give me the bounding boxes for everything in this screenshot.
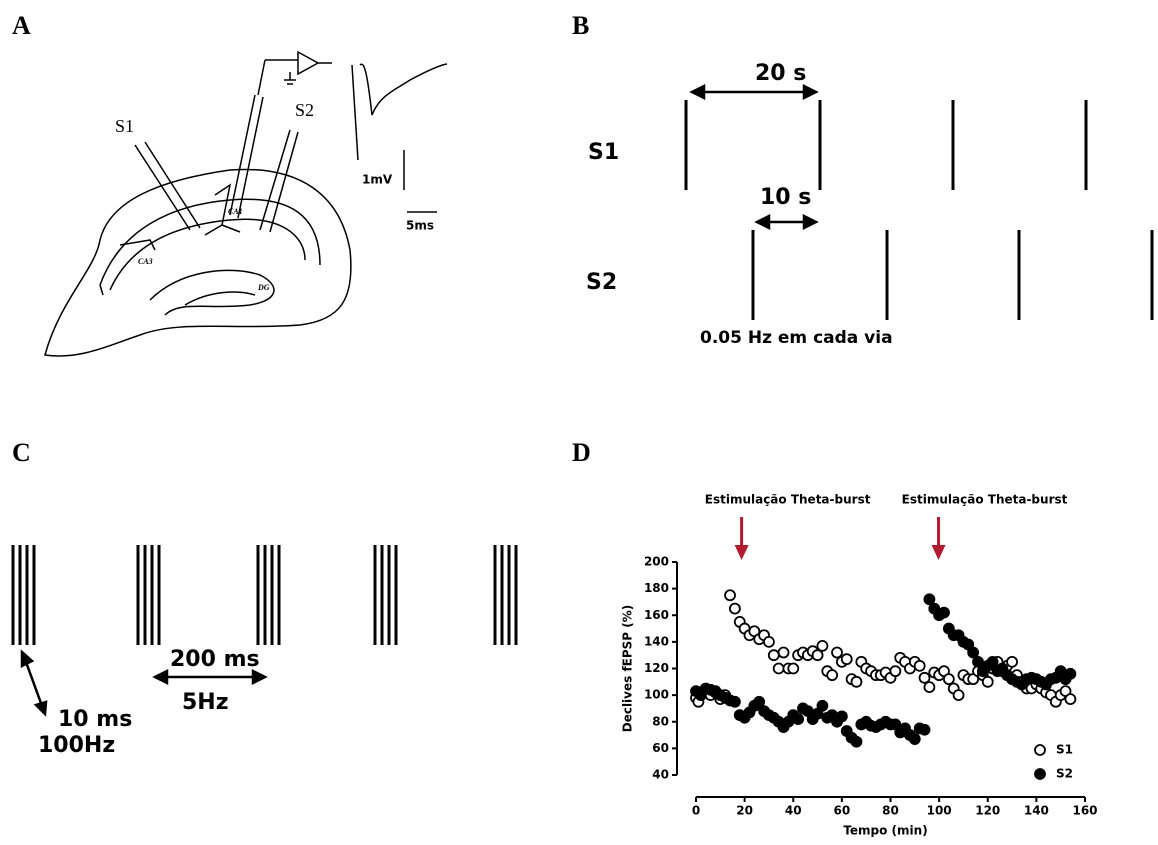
label: 5Hz xyxy=(182,690,229,715)
point xyxy=(850,675,863,688)
point xyxy=(792,713,805,725)
panel-label: B xyxy=(572,11,589,40)
point xyxy=(918,671,931,684)
point xyxy=(835,710,848,723)
point xyxy=(729,695,741,708)
point xyxy=(777,646,790,659)
x-tick-label: 140 xyxy=(1024,804,1049,818)
point xyxy=(913,659,926,672)
point xyxy=(772,662,785,675)
point xyxy=(908,733,921,745)
annotation: Estimulação Theta-burst xyxy=(705,493,871,507)
y-tick-label: 200 xyxy=(644,555,669,569)
stimulus-lines xyxy=(684,100,1154,320)
panel-label: D xyxy=(572,438,591,467)
label: S1 xyxy=(115,116,134,136)
point xyxy=(952,689,965,702)
label: 200 ms xyxy=(170,647,260,672)
legend-label: S2 xyxy=(1056,767,1073,781)
point xyxy=(763,635,775,648)
point xyxy=(729,602,741,615)
x-tick-label: 40 xyxy=(785,804,802,818)
label: 100Hz xyxy=(38,733,115,758)
x-tick-label: 60 xyxy=(834,804,851,818)
point xyxy=(923,681,936,694)
point xyxy=(787,662,800,675)
point xyxy=(1006,655,1018,668)
y-tick-label: 180 xyxy=(644,581,669,595)
point xyxy=(923,593,936,606)
y-tick-label: 160 xyxy=(644,608,669,622)
label: S2 xyxy=(295,100,314,120)
y-axis-title: Declives fEPSP (%) xyxy=(621,605,635,733)
point xyxy=(986,655,999,668)
point xyxy=(889,665,902,678)
point xyxy=(753,695,766,708)
legend-marker xyxy=(1034,768,1046,780)
label: DG xyxy=(257,283,270,292)
point xyxy=(831,646,843,659)
legend-marker xyxy=(1034,744,1046,756)
x-tick-label: 100 xyxy=(927,804,952,818)
scale-label: 1mV xyxy=(362,173,393,187)
point xyxy=(918,723,931,736)
y-tick-label: 40 xyxy=(652,768,669,782)
point xyxy=(811,649,824,662)
point xyxy=(724,589,736,602)
point xyxy=(767,649,780,662)
y-tick-label: 100 xyxy=(644,688,669,702)
y-tick-label: 120 xyxy=(644,661,669,675)
point xyxy=(816,639,829,652)
point xyxy=(942,673,955,686)
hippocampus-drawing xyxy=(44,50,448,357)
label: CA1 xyxy=(228,207,243,216)
label: CA3 xyxy=(138,257,153,266)
label: 20 s xyxy=(755,61,806,86)
scale-label: 5ms xyxy=(406,219,434,233)
legend-label: S1 xyxy=(1056,743,1073,757)
x-tick-label: 20 xyxy=(736,804,753,818)
point xyxy=(981,675,994,688)
annotation: Estimulação Theta-burst xyxy=(902,493,1068,507)
x-tick-label: 120 xyxy=(975,804,1000,818)
point xyxy=(816,699,829,712)
point xyxy=(938,606,950,619)
panel-label: A xyxy=(12,11,31,40)
arrows xyxy=(689,83,819,231)
label: S2 xyxy=(586,270,617,295)
point xyxy=(850,735,863,748)
label: 0.05 Hz em cada via xyxy=(700,328,893,348)
x-tick-label: 80 xyxy=(882,804,899,818)
point xyxy=(840,653,853,666)
point xyxy=(967,646,980,659)
x-tick-label: 160 xyxy=(1072,804,1097,818)
x-axis-title: Tempo (min) xyxy=(843,824,927,838)
panel-label: C xyxy=(12,438,31,467)
y-tick-label: 80 xyxy=(652,714,669,728)
point xyxy=(826,669,839,682)
point xyxy=(1064,667,1077,680)
point xyxy=(972,655,984,668)
y-tick-label: 140 xyxy=(644,634,669,648)
label: S1 xyxy=(588,140,619,165)
x-tick-label: 0 xyxy=(692,804,700,818)
annotation-arrowhead xyxy=(734,545,749,560)
label: 10 s xyxy=(760,185,811,210)
point xyxy=(1064,693,1077,706)
y-tick-label: 60 xyxy=(652,741,669,755)
bursts xyxy=(11,545,518,645)
annotation-arrowhead xyxy=(931,545,946,560)
label: 10 ms xyxy=(58,707,132,732)
arrows xyxy=(20,649,268,717)
